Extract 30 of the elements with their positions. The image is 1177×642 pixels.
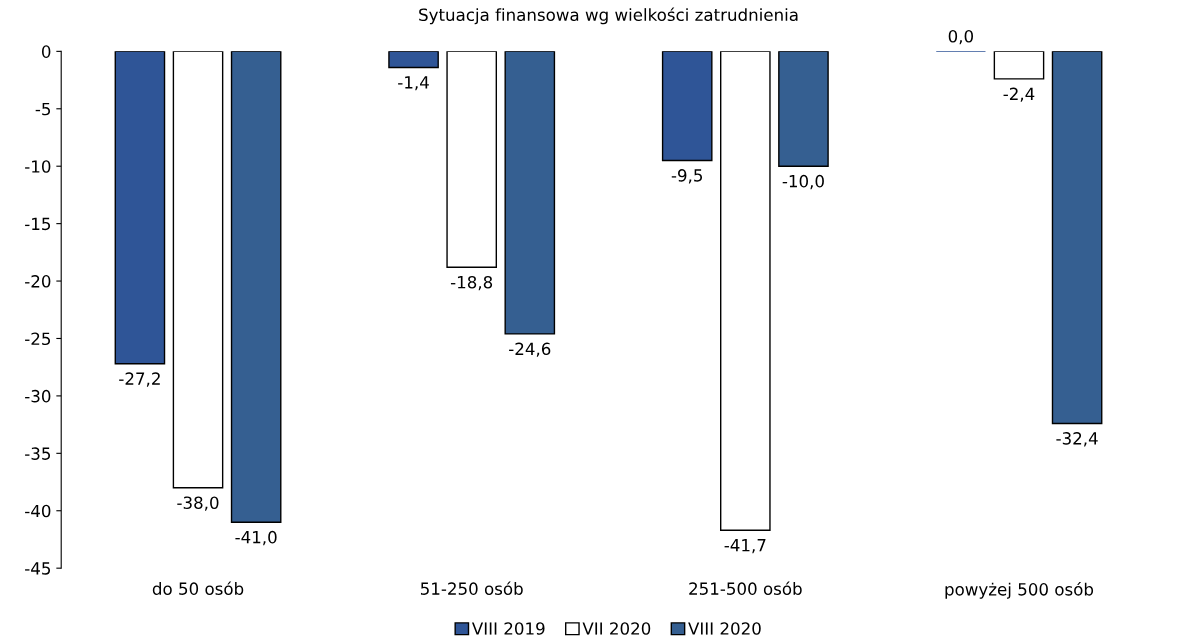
y-tick-label: -15 <box>25 217 51 231</box>
y-tick-label: 0 <box>41 45 51 58</box>
y-tick-label: -40 <box>25 504 51 518</box>
y-tick-label: -25 <box>25 332 51 346</box>
data-label: -38,0 <box>177 496 219 511</box>
data-label: -2,4 <box>1003 87 1035 102</box>
data-label: -41,0 <box>235 530 277 546</box>
data-label: 0,0 <box>948 29 974 45</box>
data-label: -24,6 <box>509 342 551 357</box>
y-tick-label: -10 <box>25 160 51 173</box>
x-tick-label: 251-500 osób <box>689 581 802 595</box>
legend-label: VIII 2019 <box>471 622 545 635</box>
data-label: -10,0 <box>782 174 824 190</box>
legend-label: VII 2020 <box>582 622 651 635</box>
data-label: -9,5 <box>671 169 703 184</box>
y-tick-label: -5 <box>35 102 51 116</box>
x-tick-label: 51-250 osób <box>420 581 523 595</box>
y-tick-label: -30 <box>25 389 51 403</box>
data-label: -18,8 <box>450 275 493 291</box>
x-tick-label: powyżej 500 osób <box>945 582 1094 599</box>
data-label: -1,4 <box>398 76 429 91</box>
x-tick-label: do 50 osób <box>152 581 244 595</box>
y-tick-label: -35 <box>25 447 51 460</box>
data-label: -41,7 <box>724 539 766 554</box>
chart-title: Sytuacja finansowa wg wielkości zatrudnienia <box>419 7 798 25</box>
y-tick-label: -45 <box>25 562 51 575</box>
y-tick-label: -20 <box>25 275 51 288</box>
data-label: -32,4 <box>1056 432 1098 447</box>
legend-label: VIII 2020 <box>688 622 761 635</box>
data-label: -27,2 <box>119 372 160 387</box>
